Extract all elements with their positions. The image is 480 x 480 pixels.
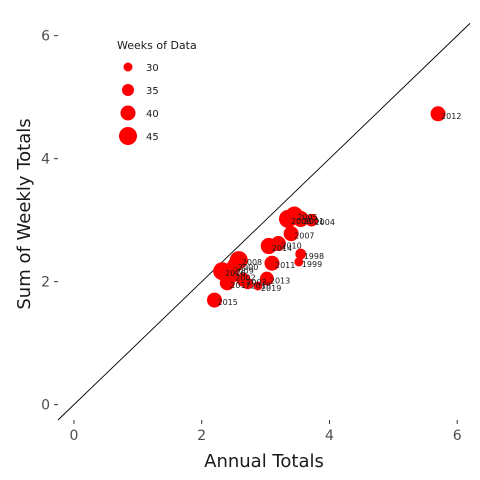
point-label: 2016 bbox=[225, 269, 245, 278]
data-point bbox=[278, 209, 297, 228]
x-tick-label: 6 bbox=[453, 428, 462, 444]
data-point bbox=[295, 248, 307, 260]
legend-key bbox=[123, 62, 133, 72]
legend-title: Weeks of Data bbox=[117, 39, 197, 52]
point-label: 2015 bbox=[217, 298, 237, 307]
point-label: 2014 bbox=[272, 244, 292, 253]
point-label: 2010 bbox=[281, 242, 301, 251]
y-axis-title: Sum of Weekly Totals bbox=[14, 118, 35, 309]
data-point bbox=[292, 210, 309, 228]
x-tick-label: 4 bbox=[325, 428, 334, 444]
legend-key bbox=[120, 105, 136, 121]
data-point bbox=[253, 281, 263, 291]
legend-label: 30 bbox=[146, 63, 159, 74]
point-label: 2003 bbox=[246, 278, 266, 287]
point-label: 2005 bbox=[297, 213, 317, 222]
data-point bbox=[305, 213, 318, 227]
x-tick-label: 2 bbox=[197, 428, 206, 444]
y-tick-label: 2 bbox=[41, 275, 50, 291]
point-label: 2013 bbox=[270, 277, 290, 286]
legend: Weeks of Data 30 35 40 45 bbox=[117, 39, 197, 145]
x-axis: 0 2 4 6 bbox=[70, 420, 462, 444]
point-label: 1999 bbox=[302, 260, 322, 269]
point-label: 2004 bbox=[315, 218, 335, 227]
point-label: 2012 bbox=[441, 112, 461, 121]
legend-label: 45 bbox=[146, 132, 159, 143]
x-axis-title: Annual Totals bbox=[204, 451, 324, 472]
data-point bbox=[242, 277, 254, 290]
legend-key bbox=[122, 84, 134, 96]
point-label: 1998 bbox=[304, 252, 324, 261]
data-point bbox=[264, 255, 280, 271]
point-label: 2009 bbox=[233, 267, 253, 276]
data-point bbox=[260, 237, 277, 255]
data-point bbox=[283, 226, 299, 242]
point-label: 2011 bbox=[275, 261, 295, 270]
point-label: 2008 bbox=[242, 258, 262, 267]
point-label: 2006 bbox=[291, 217, 311, 226]
data-point bbox=[206, 292, 222, 308]
y-tick-label: 0 bbox=[41, 398, 50, 414]
legend-label: 35 bbox=[146, 86, 159, 97]
point-label: 2019 bbox=[261, 284, 281, 293]
reference-line bbox=[57, 23, 471, 421]
legend-label: 40 bbox=[146, 109, 159, 120]
data-point bbox=[259, 271, 274, 286]
point-label: 2017 bbox=[230, 281, 250, 290]
point-label: 2001 bbox=[304, 217, 324, 226]
y-axis: 0 2 4 6 bbox=[41, 29, 58, 414]
y-tick-label: 6 bbox=[41, 29, 50, 45]
data-point bbox=[430, 106, 446, 122]
y-tick-label: 4 bbox=[41, 152, 50, 168]
point-label: 2007 bbox=[294, 232, 314, 241]
data-point bbox=[219, 275, 235, 291]
point-label: 2002 bbox=[235, 273, 255, 282]
point-label: 2018 bbox=[251, 281, 271, 290]
data-point bbox=[294, 257, 304, 267]
legend-key bbox=[119, 127, 137, 145]
point-label: 2000 bbox=[238, 263, 258, 272]
x-tick-label: 0 bbox=[70, 428, 79, 444]
